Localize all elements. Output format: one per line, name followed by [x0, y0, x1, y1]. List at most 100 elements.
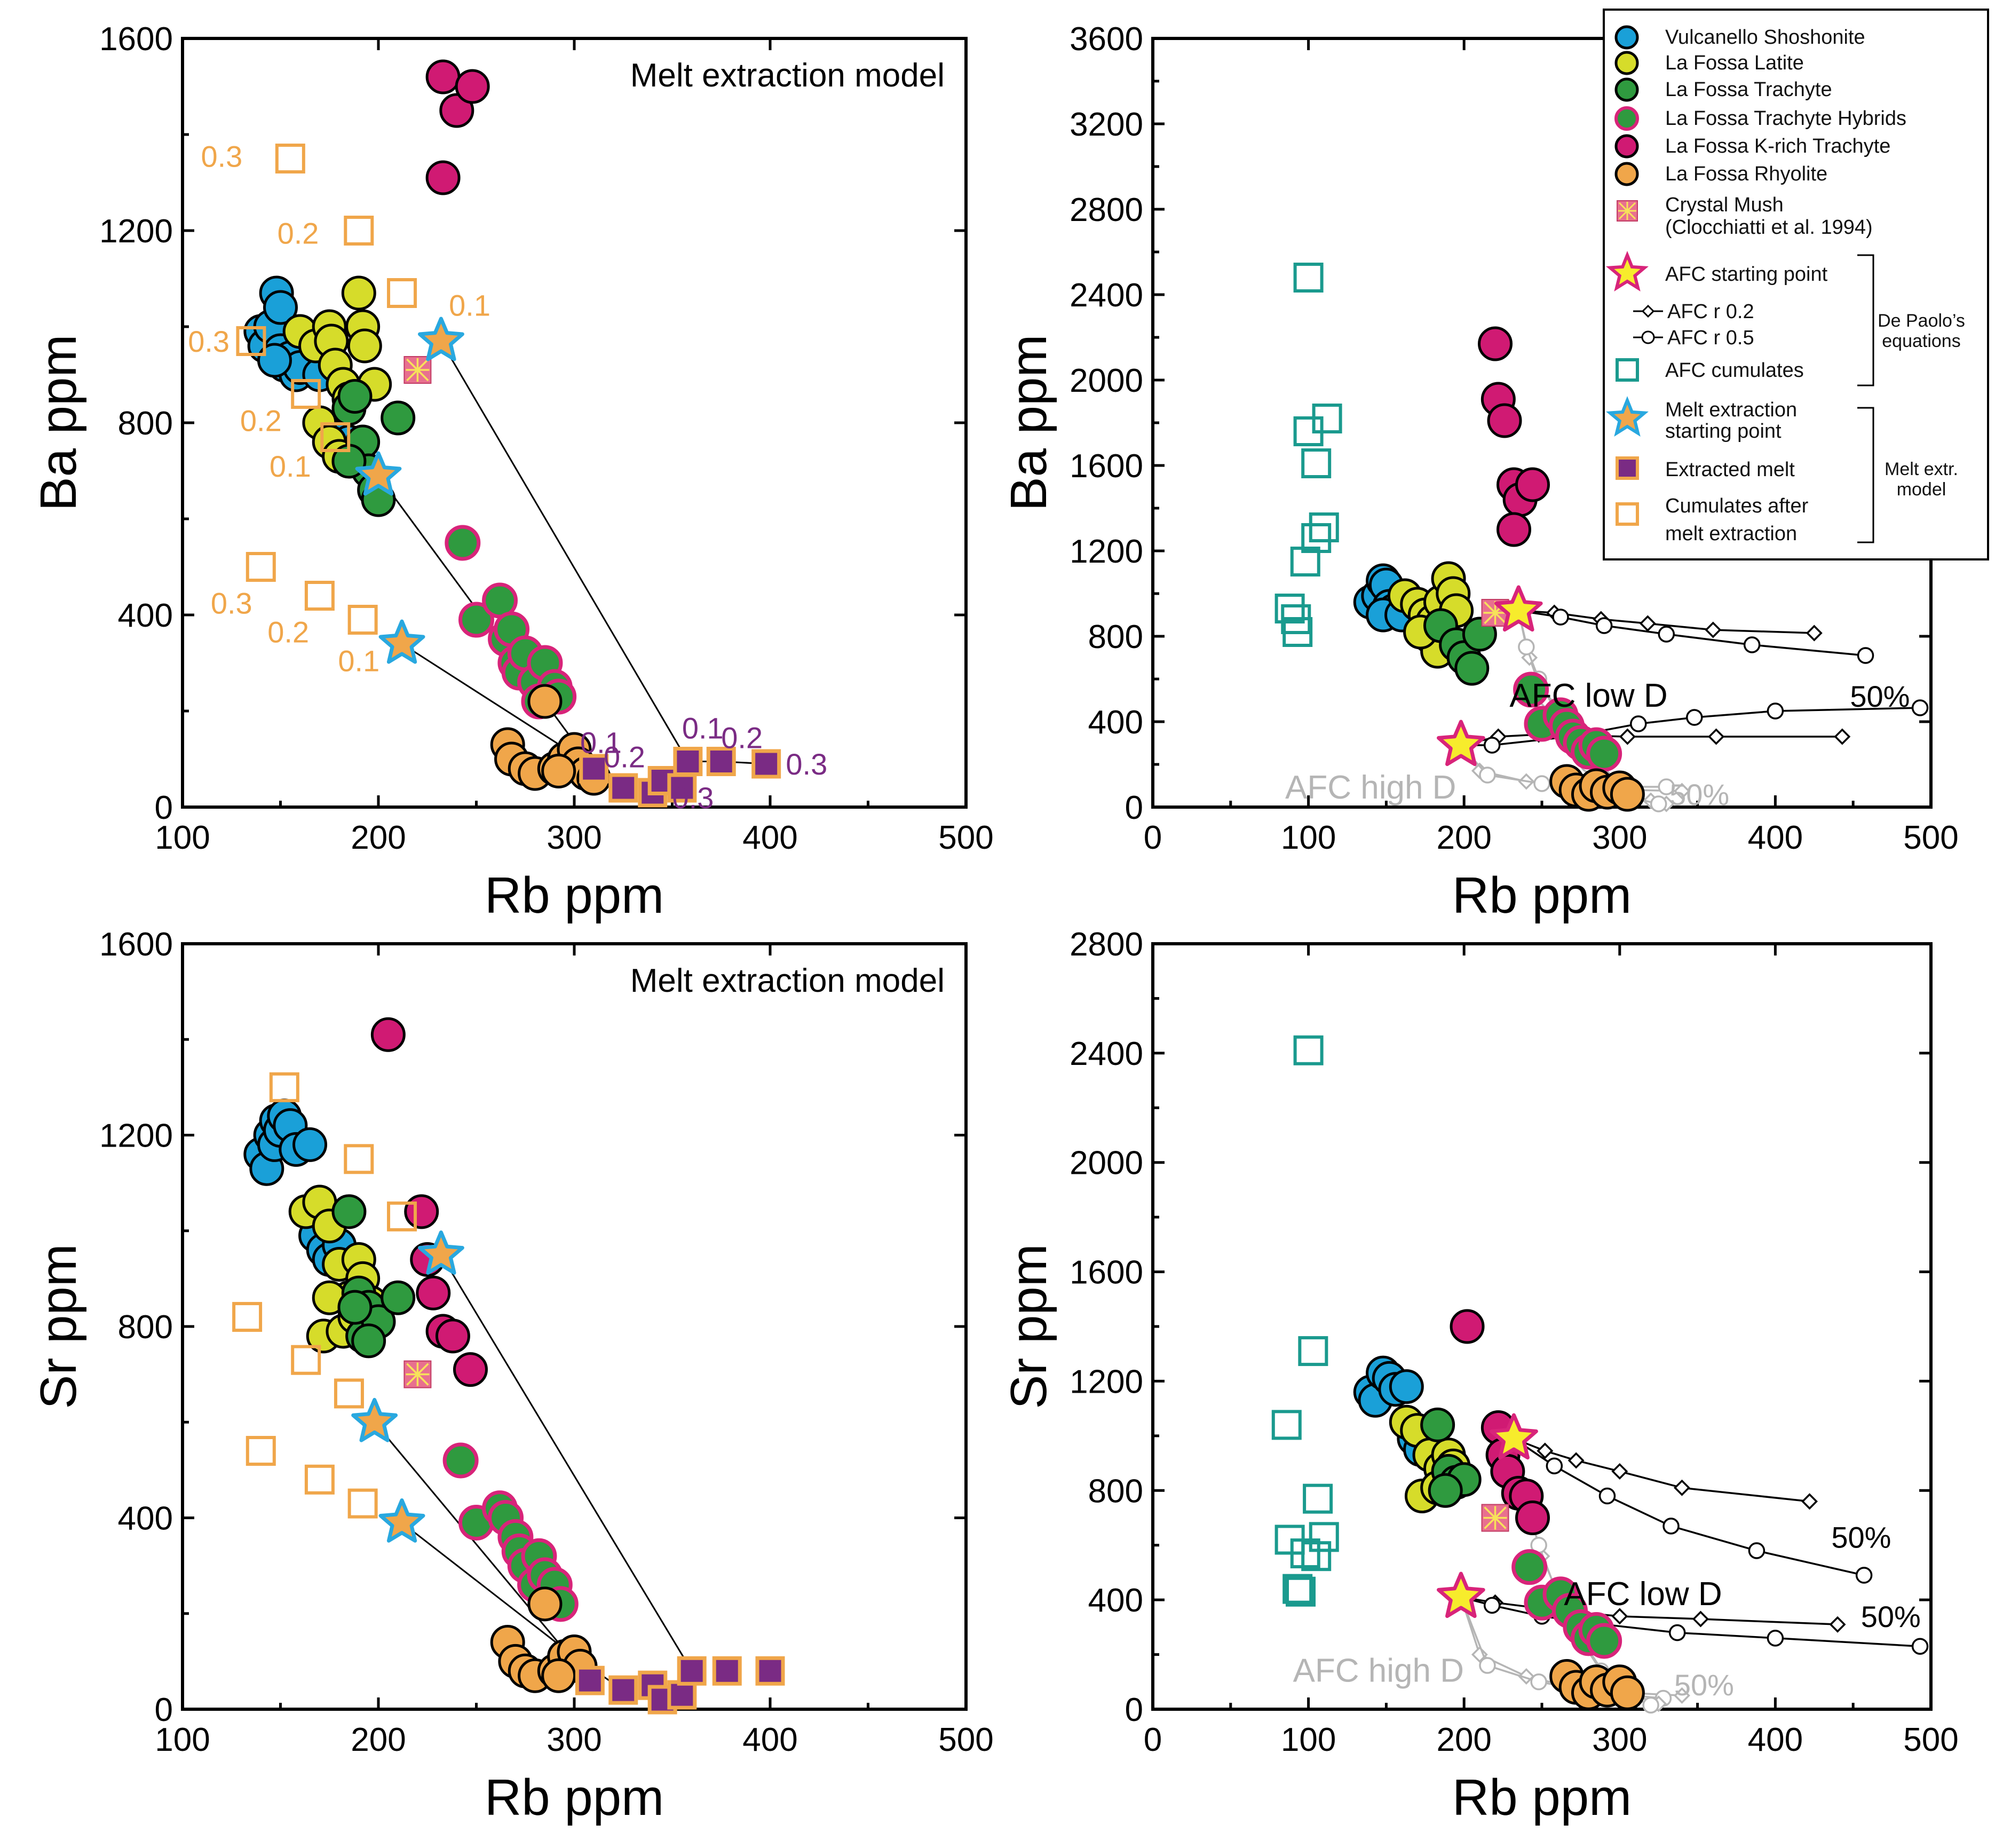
extracted-melt-square	[575, 1665, 605, 1695]
x-tick-label: 200	[351, 819, 406, 856]
extracted-melt-square	[608, 1675, 638, 1705]
legend-label-afc-r02: AFC r 0.2	[1667, 301, 1754, 323]
annotation-label: 0.3	[188, 325, 229, 358]
data-point	[1428, 1473, 1463, 1508]
legend-label-afc-r05: AFC r 0.5	[1667, 327, 1754, 349]
data-point	[442, 1442, 479, 1479]
data-point	[527, 684, 563, 719]
series-trachyte	[1423, 608, 1497, 686]
data-point	[1497, 512, 1532, 547]
series-mush	[1481, 1504, 1509, 1532]
cumulate-square	[347, 605, 378, 635]
data-point	[445, 525, 481, 561]
afc-cumulate-square	[1293, 1035, 1324, 1065]
x-tick-label: 0	[1144, 1721, 1162, 1758]
cumulate-square	[387, 278, 417, 308]
series-hybrid	[1513, 672, 1622, 772]
annotation-label: 0.3	[786, 747, 827, 781]
data-point	[381, 400, 416, 436]
legend-bracket-label-afc: De Paolo’s	[1878, 311, 1965, 331]
afc-diamond-marker	[1692, 1610, 1709, 1628]
data-point	[458, 602, 494, 638]
afc-cumulate-square	[1293, 416, 1324, 446]
cumulate-square	[344, 1144, 374, 1174]
afc-diamond-marker	[1806, 625, 1823, 642]
legend-bracket-label-melt-2: model	[1897, 479, 1946, 500]
extracted-melt-square	[677, 1656, 707, 1686]
annotation-label: 0.1	[580, 726, 622, 760]
data-point	[425, 160, 461, 195]
afc-circle-marker	[1658, 778, 1675, 795]
cumulate-square	[387, 1201, 417, 1231]
afc-diamond-marker	[1673, 1479, 1690, 1496]
annotation-label: 0.3	[672, 781, 714, 815]
afc-diamond-marker	[1471, 1646, 1488, 1663]
x-tick-label: 400	[742, 1721, 797, 1758]
y-tick-label: 0	[155, 789, 173, 826]
afc-diamond-marker	[1673, 783, 1690, 800]
x-tick-label: 300	[547, 1721, 601, 1758]
afc-start-star	[1437, 720, 1485, 767]
annotation-label: AFC low D	[1509, 677, 1667, 714]
x-tick-label: 200	[1436, 819, 1491, 856]
afc-circle-marker	[1483, 1597, 1501, 1614]
data-point	[1515, 467, 1550, 502]
afc-cumulate-square	[1274, 594, 1305, 623]
afc-cumulate-square	[1301, 448, 1332, 478]
afc-circle-marker	[1479, 1657, 1496, 1674]
annotation-label: 0.2	[278, 217, 319, 250]
afc-circle-marker	[1533, 775, 1550, 792]
data-point	[455, 69, 490, 104]
legend-item-krich: La Fossa K-rich Trachyte	[1614, 134, 1890, 159]
data-point	[1586, 736, 1622, 772]
data-point	[1420, 1407, 1455, 1442]
series-meltstar	[351, 1230, 464, 1543]
legend-label-vulcanello: Vulcanello Shoshonite	[1665, 26, 1865, 49]
cumulate-square	[236, 326, 266, 356]
extracted-melt-square	[755, 1656, 785, 1686]
y-tick-label: 2800	[1070, 926, 1143, 963]
y-tick-label: 1200	[99, 213, 173, 250]
legend-label-extracted: Extracted melt	[1665, 459, 1795, 481]
cumulate-square	[344, 216, 374, 246]
data-point	[347, 328, 382, 364]
series-extract	[575, 1656, 785, 1715]
annotation-label: 0.1	[338, 644, 379, 678]
x-tick-label: 300	[1592, 1721, 1647, 1758]
annotation-label: 0.2	[721, 721, 763, 755]
annotation-label: 0.2	[604, 740, 645, 774]
y-tick-label: 400	[1088, 704, 1143, 741]
legend-label-mush: Crystal Mush	[1665, 194, 1784, 216]
afc-circle-marker	[1483, 737, 1501, 754]
afc-diamond-marker	[1829, 1616, 1846, 1633]
afc-circle-marker	[1662, 1518, 1680, 1535]
annotation-label: AFC low D	[1564, 1576, 1722, 1613]
series-rhyolite	[1549, 1659, 1645, 1710]
annotation-label: 0.3	[201, 140, 242, 173]
afc-cumulate-square	[1301, 1541, 1332, 1571]
afc-diamond-marker	[1611, 1608, 1628, 1625]
y-tick-label: 2400	[1070, 1036, 1143, 1072]
legend-item-rhyolite: La Fossa Rhyolite	[1614, 162, 1827, 186]
model-line	[440, 1254, 693, 1672]
crystal-mush-marker	[403, 356, 432, 384]
afc-cumulate-square	[1282, 617, 1313, 647]
model-line	[374, 1421, 591, 1681]
afc-circle-marker	[1530, 1673, 1547, 1691]
data-point	[337, 379, 373, 414]
cumulate-square	[304, 1464, 335, 1495]
legend-item-hybrids: La Fossa Trachyte Hybrids	[1614, 106, 1906, 131]
cumulate-square	[246, 1436, 276, 1466]
afc-circle-marker	[1630, 715, 1647, 732]
afc-cumulate-square	[1271, 1410, 1302, 1440]
afc-cumulate-square	[1301, 523, 1332, 553]
afc-circle-marker	[1650, 795, 1667, 812]
legend-bracket-melt	[1857, 407, 1874, 543]
legend-label-rhyolite: La Fossa Rhyolite	[1665, 163, 1827, 185]
afc-start-star	[1437, 1571, 1485, 1618]
data-point	[1610, 1675, 1645, 1710]
afc-diamond-marker	[1801, 1493, 1818, 1510]
afc-diamond-marker	[1639, 615, 1656, 632]
x-tick-label: 400	[1748, 819, 1803, 856]
